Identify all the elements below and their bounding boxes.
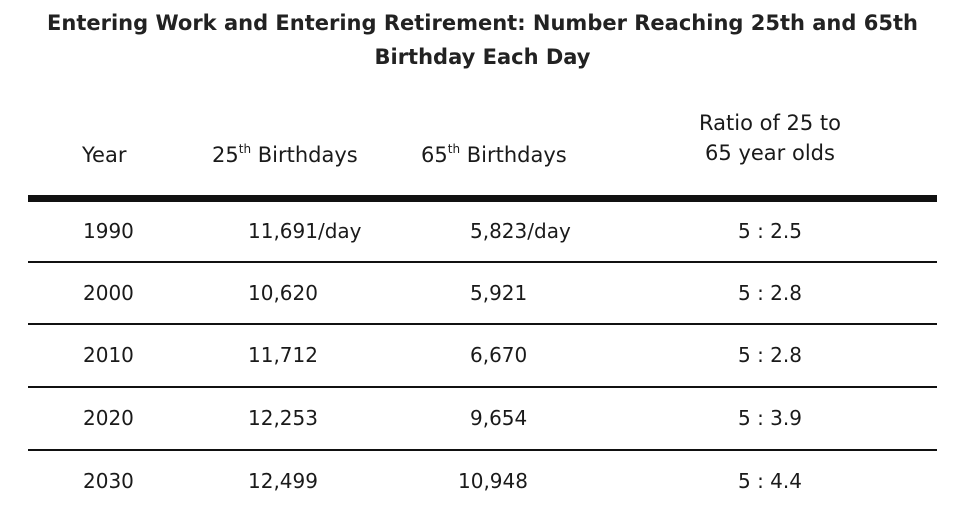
cell-25th-birthdays: 11,712 [248,343,318,367]
cell-ratio: 5 : 2.8 [738,281,802,305]
cell-ratio: 5 : 2.5 [738,219,802,243]
column-header-65-superscript: th [447,142,461,156]
cell-65th-birthdays: 10,948 [458,469,528,493]
cell-year: 2020 [83,406,134,430]
row-divider [28,261,937,263]
column-header-ratio-line-1: Ratio of 25 to [699,111,841,135]
column-header-ratio: Ratio of 25 to 65 year olds [660,108,880,168]
cell-25th-birthdays: 10,620 [248,281,318,305]
table-title: Entering Work and Entering Retirement: N… [0,6,965,74]
column-header-25-number: 25 [212,143,239,167]
cell-ratio: 5 : 4.4 [738,469,802,493]
cell-year: 2010 [83,343,134,367]
table-title-line-1: Entering Work and Entering Retirement: N… [47,11,918,35]
cell-25th-birthdays: 12,499 [248,469,318,493]
cell-25th-birthdays: 11,691/day [248,219,362,243]
row-divider [28,449,937,451]
cell-year: 1990 [83,219,134,243]
cell-ratio: 5 : 2.8 [738,343,802,367]
column-header-65th-birthdays: 65th Birthdays [421,140,567,170]
cell-65th-birthdays: 5,921 [470,281,528,305]
column-header-ratio-line-2: 65 year olds [705,141,835,165]
column-header-25-superscript: th [238,142,252,156]
cell-ratio: 5 : 3.9 [738,406,802,430]
column-header-year: Year [82,143,127,167]
cell-65th-birthdays: 5,823/day [470,219,571,243]
cell-65th-birthdays: 9,654 [470,406,528,430]
column-header-25-label: Birthdays [251,143,358,167]
cell-year: 2030 [83,469,134,493]
column-header-65-number: 65 [421,143,448,167]
cell-25th-birthdays: 12,253 [248,406,318,430]
cell-65th-birthdays: 6,670 [470,343,528,367]
header-divider [28,195,937,202]
row-divider [28,386,937,388]
cell-year: 2000 [83,281,134,305]
row-divider [28,323,937,325]
column-header-65-label: Birthdays [460,143,567,167]
table-title-line-2: Birthday Each Day [374,45,591,69]
column-header-25th-birthdays: 25th Birthdays [212,140,358,170]
